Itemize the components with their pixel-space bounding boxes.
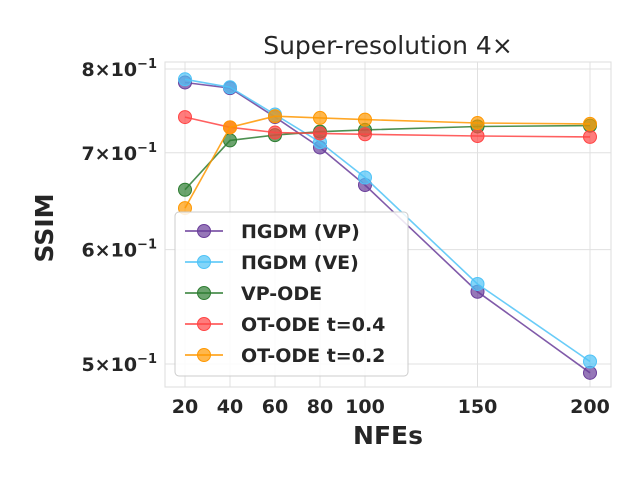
data-point <box>314 127 327 140</box>
x-tick-label: 100 <box>345 396 385 418</box>
legend-marker <box>198 318 211 331</box>
data-point <box>269 126 282 139</box>
x-tick-label: 150 <box>458 396 498 418</box>
data-point <box>584 117 597 130</box>
legend-label: ΠGDM (VE) <box>241 252 359 274</box>
legend-label: OT-ODE t=0.4 <box>241 314 385 336</box>
data-point <box>269 110 282 123</box>
legend-marker <box>198 287 211 300</box>
legend-label: OT-ODE t=0.2 <box>241 345 385 367</box>
x-tick-label: 200 <box>570 396 610 418</box>
chart-title: Super-resolution 4× <box>263 31 513 60</box>
data-point <box>314 111 327 124</box>
data-point <box>179 73 192 86</box>
legend-label: ΠGDM (VP) <box>241 221 360 243</box>
data-point <box>584 355 597 368</box>
data-point <box>179 111 192 124</box>
data-point <box>224 81 237 94</box>
data-point <box>584 130 597 143</box>
data-point <box>224 121 237 134</box>
x-tick-label: 40 <box>217 396 243 418</box>
ssim-chart: 20 40 60 80 100 150 200 8×10−17×10−16×10−15×10… <box>0 0 640 480</box>
x-tick-label: 20 <box>172 396 198 418</box>
data-point <box>359 113 372 126</box>
data-point <box>471 130 484 143</box>
data-point <box>179 183 192 196</box>
x-axis-label: NFEs <box>353 421 423 450</box>
legend-marker <box>198 225 211 238</box>
x-tick-label: 80 <box>307 396 333 418</box>
data-point <box>471 277 484 290</box>
legend: ΠGDM (VP) ΠGDM (VE) VP-ODE OT-ODE t=0.4 OT-O… <box>175 212 408 376</box>
y-axis-label: SSIM <box>30 193 59 262</box>
data-point <box>359 171 372 184</box>
legend-marker <box>198 349 211 362</box>
legend-label: VP-ODE <box>241 283 322 305</box>
data-point <box>471 117 484 130</box>
data-point <box>359 128 372 141</box>
x-tick-label: 60 <box>262 396 288 418</box>
legend-marker <box>198 256 211 269</box>
